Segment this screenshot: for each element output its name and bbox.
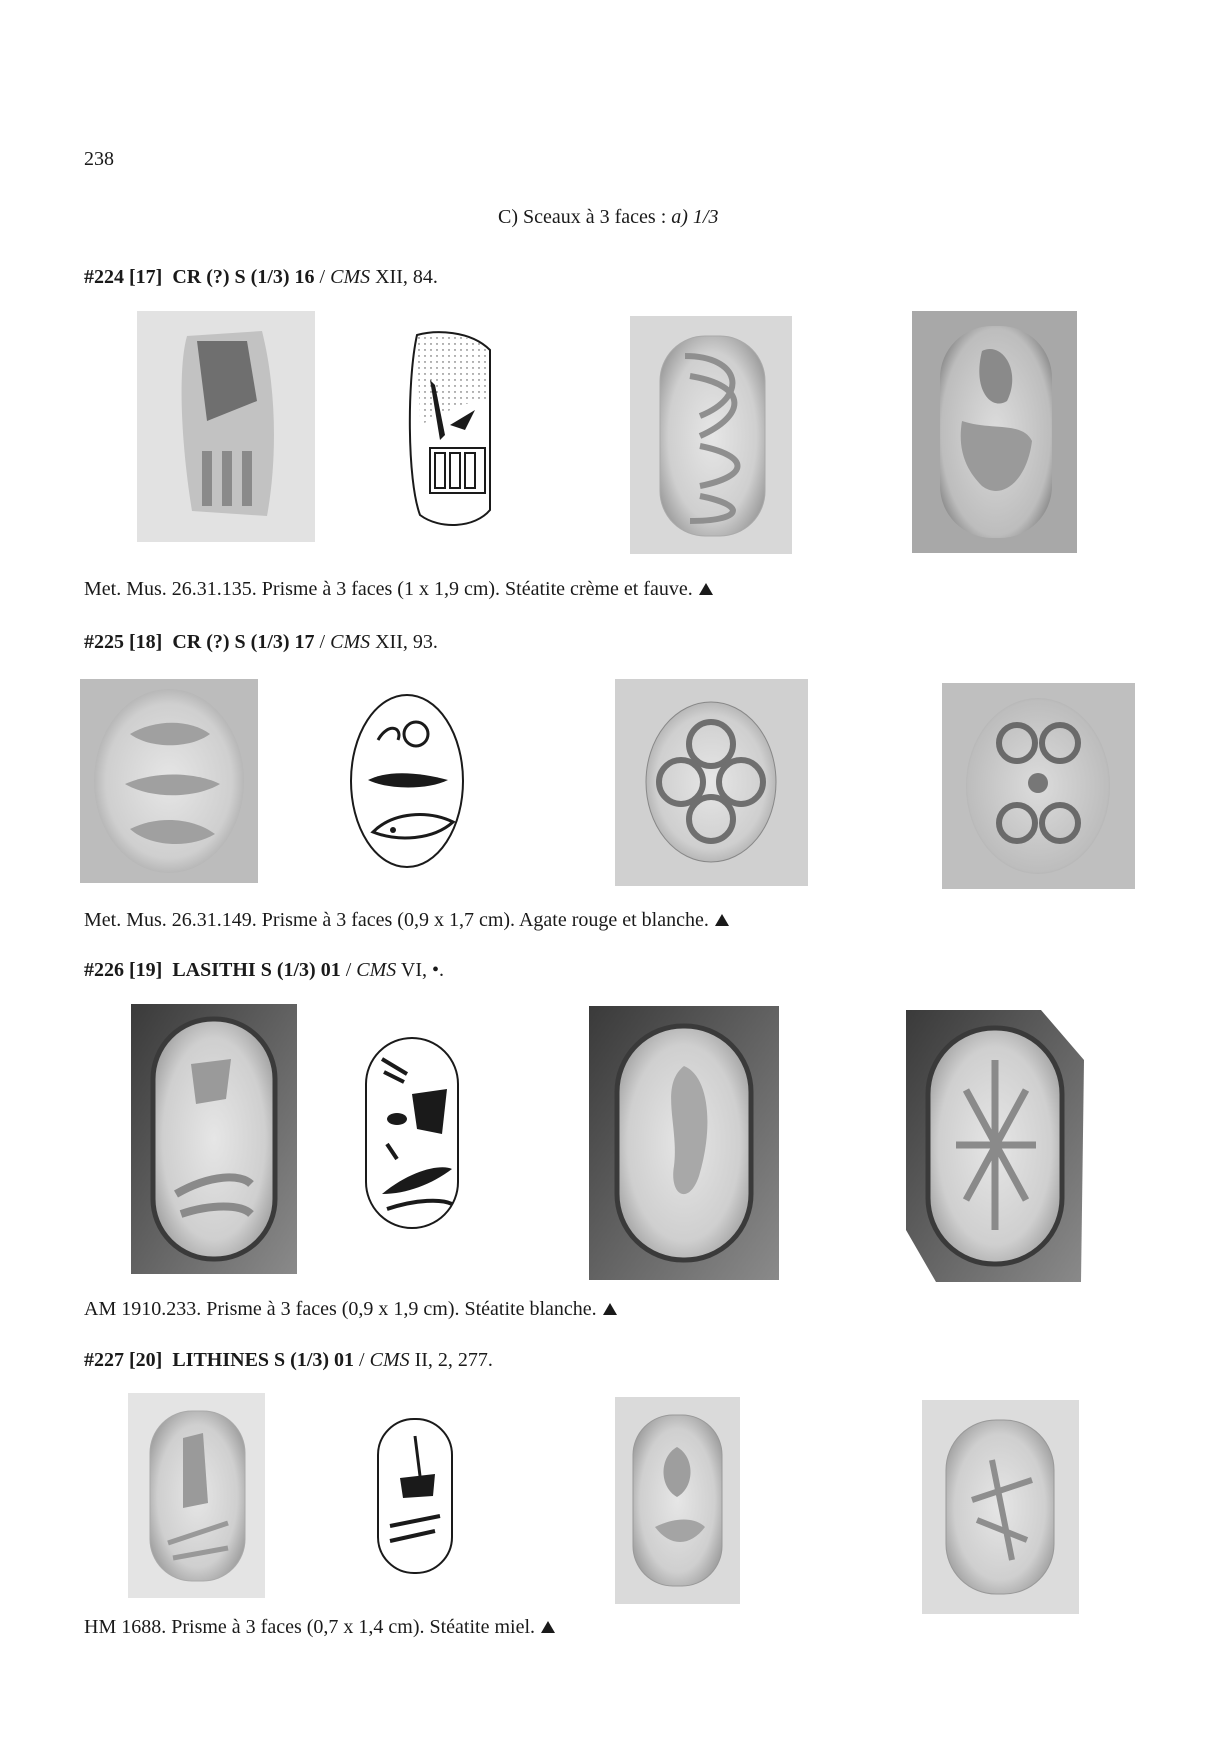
triangle-marker-icon xyxy=(541,1621,556,1633)
entry-cms: CMS xyxy=(356,959,397,981)
entry-designation: LASITHI S (1/3) 01 xyxy=(172,959,341,981)
seal-photo-225-a xyxy=(80,679,258,883)
entry-designation: LITHINES S (1/3) 01 xyxy=(172,1349,355,1371)
seal-photo-225-b xyxy=(615,679,808,886)
entry-heading-224: #224 [17] CR (?) S (1/3) 16 / CMS XII, 8… xyxy=(84,266,438,289)
entry-cms: CMS xyxy=(330,631,371,653)
seal-photo-227-c xyxy=(922,1400,1079,1614)
caption-227: HM 1688. Prisme à 3 faces (0,7 x 1,4 cm)… xyxy=(84,1616,556,1639)
entry-cms-ref: XII, 84. xyxy=(370,266,438,288)
entry-sep: / xyxy=(354,1349,370,1371)
section-heading-suffix: a) 1/3 xyxy=(671,206,719,228)
entry-cms-ref: XII, 93. xyxy=(370,631,438,653)
seal-photo-226-a xyxy=(131,1004,297,1274)
seal-photo-225-c xyxy=(942,683,1135,889)
section-heading: C) Sceaux à 3 faces : a) 1/3 xyxy=(498,206,718,229)
entry-id: #226 [19] xyxy=(84,959,163,981)
caption-text: HM 1688. Prisme à 3 faces (0,7 x 1,4 cm)… xyxy=(84,1616,536,1638)
caption-226: AM 1910.233. Prisme à 3 faces (0,9 x 1,9… xyxy=(84,1298,617,1321)
seal-drawing-224 xyxy=(405,330,495,530)
entry-id: #224 [17] xyxy=(84,266,163,288)
triangle-marker-icon xyxy=(698,583,713,595)
entry-designation: CR (?) S (1/3) 17 xyxy=(172,631,315,653)
seal-photo-226-b xyxy=(589,1006,779,1280)
seal-photo-224-c xyxy=(912,311,1077,553)
seal-photo-226-c xyxy=(906,1010,1084,1282)
page-number: 238 xyxy=(84,148,114,170)
triangle-marker-icon xyxy=(602,1303,617,1315)
entry-designation: CR (?) S (1/3) 16 xyxy=(172,266,315,288)
seal-drawing-226 xyxy=(362,1034,462,1232)
caption-text: Met. Mus. 26.31.135. Prisme à 3 faces (1… xyxy=(84,578,693,600)
entry-heading-225: #225 [18] CR (?) S (1/3) 17 / CMS XII, 9… xyxy=(84,631,438,654)
seal-photo-227-a xyxy=(128,1393,265,1598)
entry-sep: / xyxy=(314,631,331,653)
seal-photo-227-b xyxy=(615,1397,740,1604)
entry-heading-227: #227 [20] LITHINES S (1/3) 01 / CMS II, … xyxy=(84,1349,493,1372)
entry-cms-ref: VI, •. xyxy=(396,959,445,981)
triangle-marker-icon xyxy=(714,914,729,926)
entry-id: #227 [20] xyxy=(84,1349,163,1371)
entry-cms: CMS xyxy=(330,266,371,288)
section-heading-prefix: C) Sceaux à 3 faces : xyxy=(498,206,672,228)
caption-text: Met. Mus. 26.31.149. Prisme à 3 faces (0… xyxy=(84,909,709,931)
entry-sep: / xyxy=(314,266,331,288)
seal-drawing-225 xyxy=(348,692,466,870)
caption-225: Met. Mus. 26.31.149. Prisme à 3 faces (0… xyxy=(84,909,729,932)
entry-cms: CMS xyxy=(369,1349,410,1371)
seal-photo-224-a xyxy=(137,311,315,542)
entry-cms-ref: II, 2, 277. xyxy=(409,1349,493,1371)
caption-224: Met. Mus. 26.31.135. Prisme à 3 faces (1… xyxy=(84,578,713,601)
caption-text: AM 1910.233. Prisme à 3 faces (0,9 x 1,9… xyxy=(84,1298,597,1320)
entry-sep: / xyxy=(340,959,357,981)
seal-photo-224-b xyxy=(630,316,792,554)
seal-drawing-227 xyxy=(375,1416,455,1576)
entry-id: #225 [18] xyxy=(84,631,163,653)
entry-heading-226: #226 [19] LASITHI S (1/3) 01 / CMS VI, •… xyxy=(84,959,444,982)
